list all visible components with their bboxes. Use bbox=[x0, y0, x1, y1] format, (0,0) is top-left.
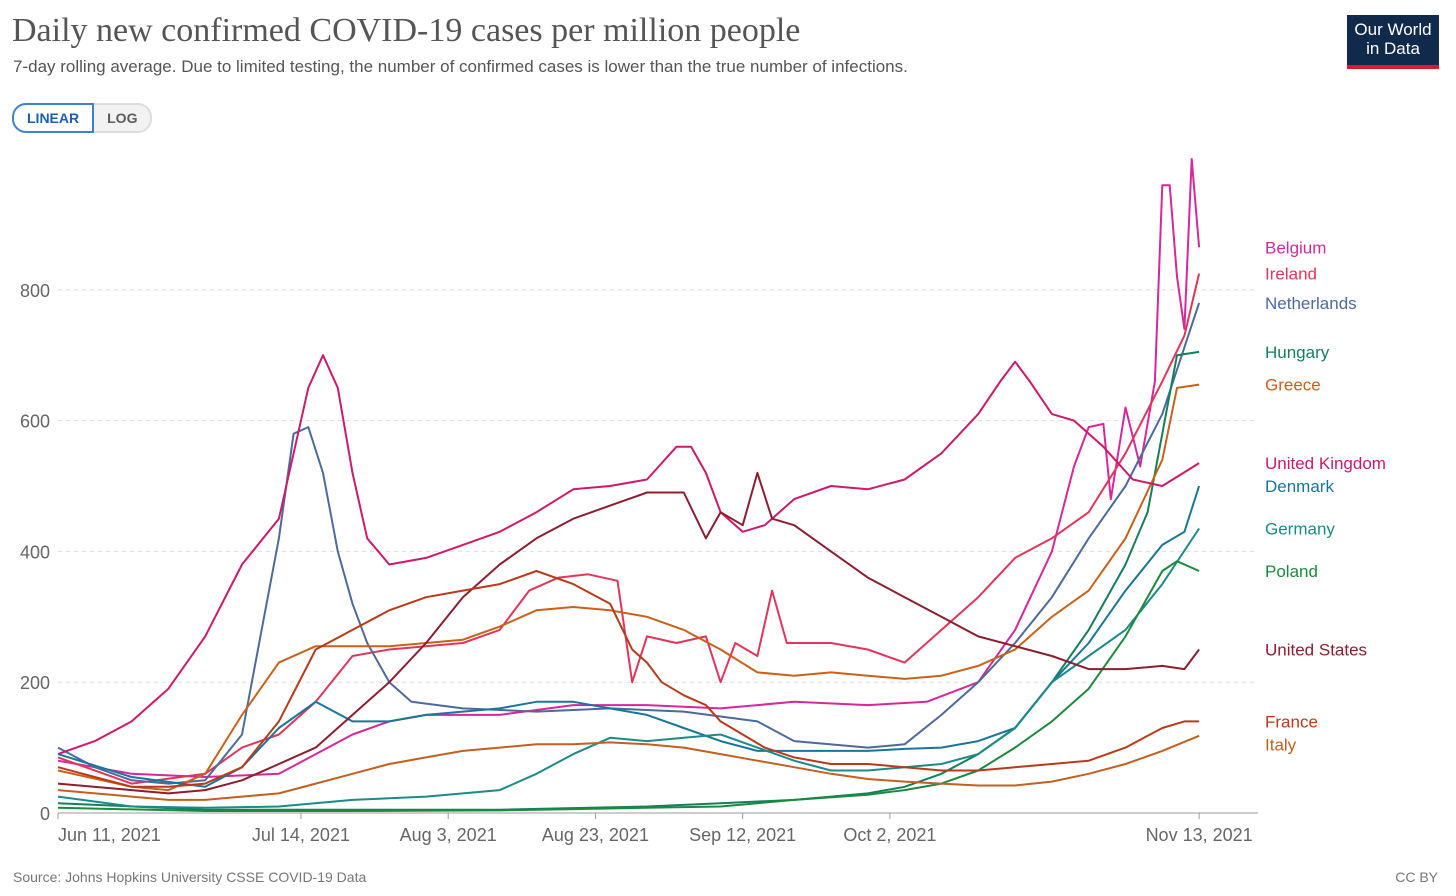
series-line-greece[interactable] bbox=[57, 383, 1200, 792]
series-label-ireland[interactable]: Ireland bbox=[1265, 264, 1317, 283]
y-tick-label: 600 bbox=[20, 412, 50, 432]
series-layer bbox=[57, 158, 1201, 812]
legend-labels: Belgium Ireland Netherlands Hungary Greece Un… bbox=[1265, 238, 1386, 754]
series-line-france[interactable] bbox=[57, 570, 1200, 788]
y-tick-label: 200 bbox=[20, 673, 50, 693]
series-label-united-kingdom[interactable]: United Kingdom bbox=[1265, 454, 1386, 473]
y-tick-label: 800 bbox=[20, 281, 50, 301]
series-line-poland[interactable] bbox=[57, 560, 1200, 812]
y-tick-label: 400 bbox=[20, 542, 50, 562]
series-label-germany[interactable]: Germany bbox=[1265, 520, 1335, 539]
series-line-germany[interactable] bbox=[57, 527, 1200, 809]
series-label-united-states[interactable]: United States bbox=[1265, 641, 1367, 660]
series-label-greece[interactable]: Greece bbox=[1265, 376, 1321, 395]
x-tick-label: Aug 3, 2021 bbox=[400, 825, 497, 845]
x-tick-label: Oct 2, 2021 bbox=[843, 825, 936, 845]
chart-title: Daily new confirmed COVID-19 cases per m… bbox=[12, 12, 801, 49]
series-line-netherlands[interactable] bbox=[57, 302, 1201, 785]
axis-layer: 0 200 400 600 800 Jun 11, 2021 Jul 14, 2021 Aug… bbox=[20, 281, 1258, 845]
owid-logo[interactable]: Our World in Data bbox=[1347, 15, 1439, 69]
x-tick-label: Nov 13, 2021 bbox=[1146, 825, 1253, 845]
series-label-netherlands[interactable]: Netherlands bbox=[1265, 294, 1357, 313]
series-label-denmark[interactable]: Denmark bbox=[1265, 477, 1334, 496]
x-tick-label: Jul 14, 2021 bbox=[252, 825, 350, 845]
source-note[interactable]: Source: Johns Hopkins University CSSE CO… bbox=[13, 869, 367, 885]
logo-line-1: Our World bbox=[1354, 20, 1432, 39]
series-label-poland[interactable]: Poland bbox=[1265, 562, 1318, 581]
x-tick-label: Sep 12, 2021 bbox=[689, 825, 796, 845]
x-tick-label: Aug 23, 2021 bbox=[542, 825, 649, 845]
series-line-italy[interactable] bbox=[57, 734, 1200, 801]
series-line-united-states[interactable] bbox=[57, 471, 1200, 795]
linear-scale-button[interactable]: LINEAR bbox=[12, 103, 95, 133]
grid-layer bbox=[58, 289, 1258, 683]
log-scale-button[interactable]: LOG bbox=[94, 103, 153, 133]
chart-subtitle: 7-day rolling average. Due to limited te… bbox=[13, 57, 908, 76]
series-label-italy[interactable]: Italy bbox=[1265, 735, 1297, 754]
series-label-belgium[interactable]: Belgium bbox=[1265, 238, 1326, 257]
series-line-denmark[interactable] bbox=[57, 485, 1201, 788]
y-tick-label: 0 bbox=[40, 804, 50, 824]
series-line-belgium[interactable] bbox=[57, 158, 1201, 778]
scale-toggle: LINEAR LOG bbox=[12, 103, 153, 133]
series-line-ireland[interactable] bbox=[57, 273, 1201, 785]
license-note[interactable]: CC BY bbox=[1395, 869, 1438, 885]
series-label-hungary[interactable]: Hungary bbox=[1265, 343, 1330, 362]
series-line-united-kingdom[interactable] bbox=[57, 354, 1200, 756]
logo-accent-bar bbox=[1347, 65, 1439, 69]
x-tick-label: Jun 11, 2021 bbox=[58, 825, 161, 845]
logo-line-2: in Data bbox=[1366, 39, 1420, 58]
series-label-france[interactable]: France bbox=[1265, 712, 1318, 731]
